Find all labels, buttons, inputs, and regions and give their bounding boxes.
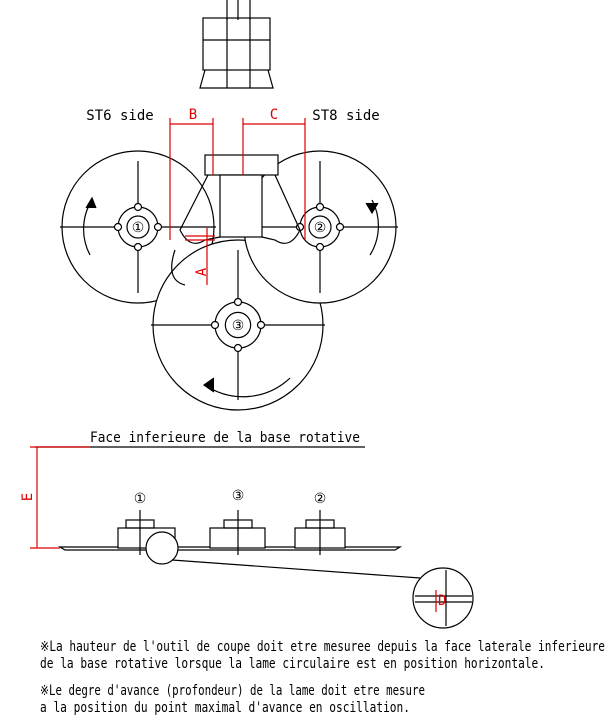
arrow-head [365, 202, 379, 215]
cutter-number: ③ [232, 488, 245, 504]
bolt [315, 242, 325, 252]
bolt [133, 202, 143, 212]
guide [171, 249, 186, 286]
arrow-head [85, 196, 97, 209]
detail-marker [145, 531, 179, 565]
column [219, 174, 263, 238]
arrow-head [202, 377, 215, 393]
dimension-label: A [194, 267, 210, 276]
cutter-number: ① [134, 491, 147, 507]
dimension-label: C [270, 107, 278, 123]
note-line: ※Le degre d'avance (profondeur) de la la… [40, 683, 425, 699]
rotation-arrow [204, 377, 291, 398]
cutter-number: ② [314, 220, 327, 236]
dimension-label: D [438, 593, 446, 609]
bolt [113, 222, 123, 232]
blade-side [57, 546, 403, 551]
shapes [30, 0, 474, 629]
bolt [233, 297, 243, 307]
detail-view [412, 567, 474, 629]
cutter-number: ① [132, 220, 145, 236]
hub-inner [308, 215, 332, 239]
cutter-number: ③ [232, 318, 245, 334]
leader-line [171, 559, 421, 579]
cutter-number: ② [314, 491, 327, 507]
bolt [210, 320, 220, 330]
motor [202, 17, 271, 71]
note-line: de la base rotative lorsque la lame circ… [40, 656, 545, 672]
column [204, 154, 279, 176]
bolt [133, 242, 143, 252]
dimension-label: B [189, 107, 197, 123]
label: ST6 side [86, 108, 153, 124]
reference-label: Face inferieure de la base rotative [90, 430, 360, 446]
bolt [335, 222, 345, 232]
bolt [256, 320, 266, 330]
dimension-label: E [20, 493, 36, 501]
bolt [153, 222, 163, 232]
bolt [233, 343, 243, 353]
hub-inner [224, 311, 252, 339]
motor-base [199, 69, 274, 89]
bolt [315, 202, 325, 212]
label: ST8 side [312, 108, 379, 124]
note-line: a la position du point maximal d'avance … [40, 700, 410, 716]
note-line: ※La hauteur de l'outil de coupe doit etr… [40, 639, 605, 655]
hub-inner [126, 215, 150, 239]
